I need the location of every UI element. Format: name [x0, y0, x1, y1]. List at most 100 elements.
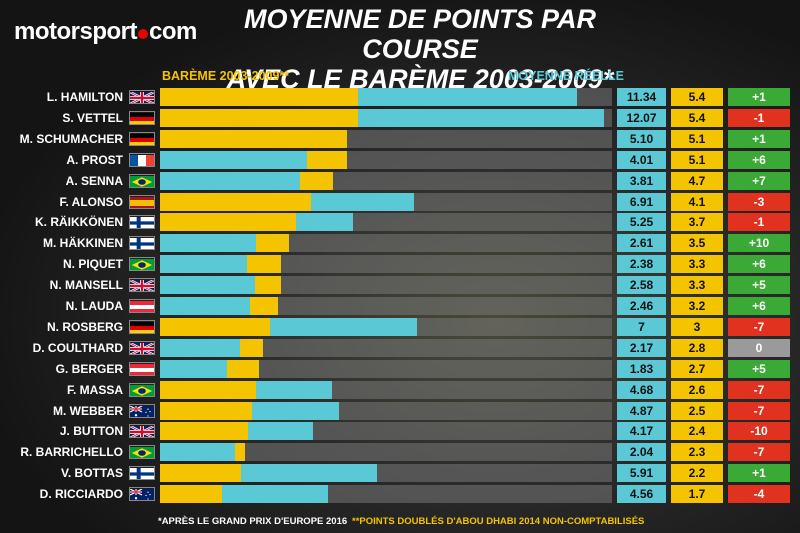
- flag-de-icon: [129, 319, 155, 334]
- chart-row: M. HÄKKINEN 2.61 3.5 +10: [0, 233, 800, 253]
- value-moyenne-reelle: 3.81: [617, 171, 666, 190]
- value-bareme: 2.7: [671, 359, 723, 378]
- flag-gb-icon: [129, 90, 155, 104]
- chart-row: D. RICCIARDO 4.56 1.7 -4: [0, 484, 800, 504]
- flag-de-icon: [129, 110, 155, 125]
- chart-row: G. BERGER 1.83 2.7 +5: [0, 359, 800, 379]
- chart-row: A. PROST 4.01 5.1 +6: [0, 150, 800, 170]
- rank-change-badge: 0: [728, 338, 790, 357]
- value-bareme: 2.2: [671, 464, 723, 483]
- bar-bareme: [160, 401, 252, 420]
- value-bareme: 2.6: [671, 380, 723, 399]
- driver-name-label: R. BARRICHELLO: [20, 445, 123, 460]
- driver-name-label: N. LAUDA: [65, 299, 123, 313]
- rank-change-badge: +1: [728, 464, 790, 483]
- value-moyenne-reelle: 5.10: [617, 129, 666, 148]
- value-moyenne-reelle: 4.17: [617, 422, 666, 441]
- value-moyenne-reelle: 4.68: [617, 380, 666, 399]
- bar-bareme: [160, 88, 359, 106]
- driver-name-label: L. HAMILTON: [46, 90, 123, 104]
- bar-moyenne-reelle: [160, 276, 255, 295]
- bar-moyenne-reelle: [160, 255, 248, 274]
- chart-row: K. RÄIKKÖNEN 5.25 3.7 -1: [0, 212, 800, 232]
- flag-es-icon: [129, 194, 155, 209]
- logo-dot-icon: [138, 29, 148, 39]
- rank-change-badge: -7: [728, 443, 790, 462]
- value-bareme: 2.8: [671, 338, 723, 357]
- bar-bareme: [160, 317, 271, 336]
- chart-row: F. ALONSO 6.91 4.1 -3: [0, 192, 800, 212]
- value-bareme: 3.3: [671, 276, 723, 295]
- driver-name-label: D. COULTHARD: [32, 340, 123, 355]
- rank-change-badge: +6: [728, 255, 790, 274]
- value-moyenne-reelle: 4.56: [617, 485, 666, 504]
- chart-row: J. BUTTON 4.17 2.4 -10: [0, 421, 800, 441]
- driver-name-label: K. RÄIKKÖNEN: [34, 215, 123, 230]
- rank-change-badge: -7: [728, 380, 790, 399]
- bar-moyenne-reelle: [160, 171, 300, 190]
- driver-name-label: D. RICCIARDO: [39, 487, 123, 502]
- bar-moyenne-reelle: [160, 443, 235, 462]
- value-bareme: 5.4: [671, 108, 723, 127]
- rank-change-badge: -1: [728, 108, 790, 127]
- flag-fi-icon: [129, 466, 155, 481]
- chart-row: M. SCHUMACHER 5.10 5.1 +1: [0, 129, 800, 149]
- driver-name-label: F. MASSA: [66, 382, 123, 397]
- value-moyenne-reelle: 11.34: [617, 88, 666, 106]
- bar-bareme: [160, 380, 256, 399]
- driver-name-label: G. BERGER: [55, 361, 123, 376]
- flag-br-icon: [129, 257, 155, 272]
- bar-bareme: [160, 129, 348, 148]
- bar-bareme: [160, 422, 249, 441]
- flag-br-icon: [129, 173, 155, 188]
- value-bareme: 2.4: [671, 422, 723, 441]
- rank-change-badge: -7: [728, 317, 790, 336]
- driver-name-label: F. ALONSO: [59, 194, 123, 209]
- bar-moyenne-reelle: [160, 359, 228, 378]
- chart-row: N. PIQUET 2.38 3.3 +6: [0, 254, 800, 274]
- value-moyenne-reelle: 2.17: [617, 338, 666, 357]
- bar-moyenne-reelle: [160, 234, 256, 253]
- flag-fi-icon: [129, 236, 155, 251]
- value-bareme: 4.1: [671, 192, 723, 211]
- value-moyenne-reelle: 4.01: [617, 150, 666, 169]
- flag-fr-icon: [129, 152, 155, 167]
- logo-text-a: motorsport: [14, 18, 138, 45]
- value-moyenne-reelle: 4.87: [617, 401, 666, 420]
- value-moyenne-reelle: 2.38: [617, 255, 666, 274]
- bar-bareme: [160, 108, 359, 127]
- value-moyenne-reelle: 2.61: [617, 234, 666, 253]
- bar-bareme: [160, 485, 223, 504]
- bar-bareme: [160, 213, 296, 232]
- bar-track: [160, 338, 612, 357]
- value-bareme: 2.3: [671, 443, 723, 462]
- rank-change-badge: +1: [728, 129, 790, 148]
- value-bareme: 3.5: [671, 234, 723, 253]
- driver-name-label: A. SENNA: [65, 173, 123, 188]
- bar-track: [160, 359, 612, 378]
- bar-moyenne-reelle: [160, 338, 240, 357]
- motorsport-logo: motorsport com: [14, 18, 197, 46]
- value-moyenne-reelle: 2.46: [617, 297, 666, 315]
- chart-row: R. BARRICHELLO 2.04 2.3 -7: [0, 442, 800, 462]
- bar-track: [160, 443, 612, 462]
- footnote-abu-dhabi: **POINTS DOUBLÉS D'ABOU DHABI 2014 NON-C…: [352, 516, 645, 527]
- flag-at-icon: [129, 299, 155, 313]
- value-bareme: 3.3: [671, 255, 723, 274]
- value-bareme: 3.2: [671, 297, 723, 315]
- bar-bareme: [160, 464, 241, 483]
- flag-au-icon: [129, 403, 155, 418]
- chart-row: M. WEBBER 4.87 2.5 -7: [0, 401, 800, 421]
- driver-name-label: V. BOTTAS: [60, 466, 123, 481]
- chart-row: L. HAMILTON 11.34 5.4 +1: [0, 87, 800, 107]
- flag-de-icon: [129, 131, 155, 146]
- value-bareme: 1.7: [671, 485, 723, 504]
- rank-change-badge: -4: [728, 485, 790, 504]
- chart-row: F. MASSA 4.68 2.6 -7: [0, 380, 800, 400]
- rank-change-badge: +6: [728, 150, 790, 169]
- rank-change-badge: +5: [728, 276, 790, 295]
- footnote-gp: *APRÈS LE GRAND PRIX D'EUROPE 2016: [158, 516, 348, 527]
- value-bareme: 3.7: [671, 213, 723, 232]
- flag-gb-icon: [129, 424, 155, 439]
